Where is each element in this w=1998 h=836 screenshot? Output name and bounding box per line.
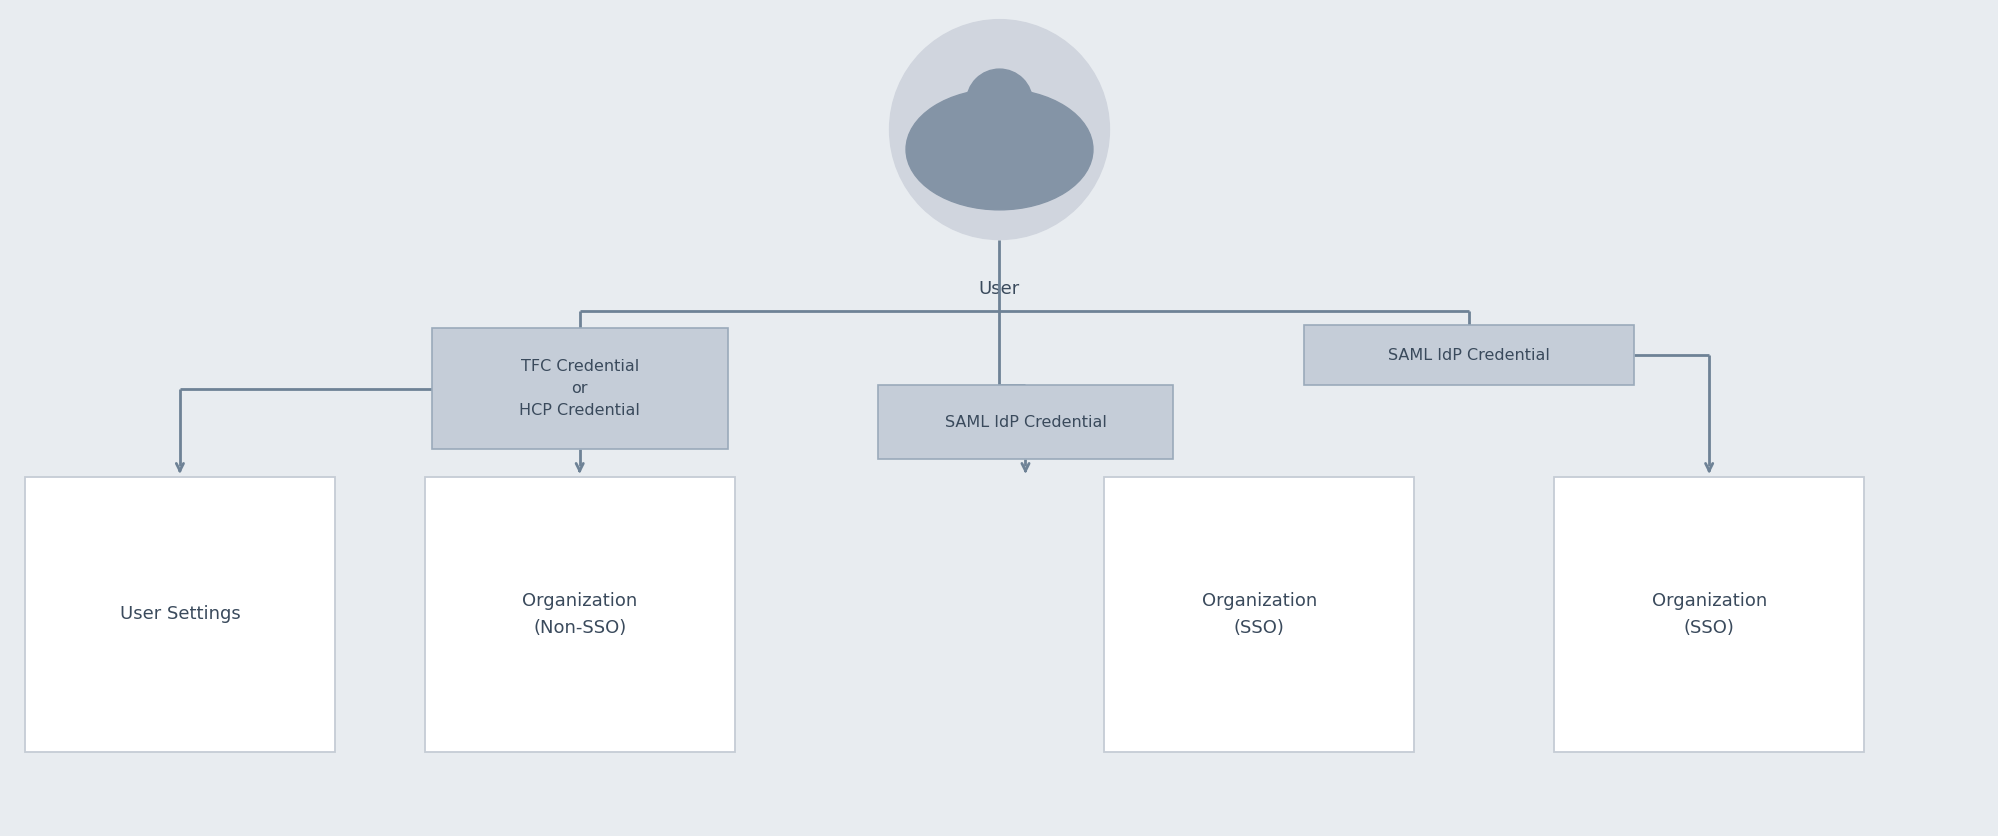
- Ellipse shape: [905, 89, 1093, 210]
- FancyBboxPatch shape: [24, 477, 334, 752]
- FancyBboxPatch shape: [432, 328, 727, 450]
- FancyBboxPatch shape: [1303, 325, 1634, 385]
- FancyBboxPatch shape: [1554, 477, 1862, 752]
- Text: SAML IdP Credential: SAML IdP Credential: [945, 415, 1105, 430]
- Ellipse shape: [889, 19, 1109, 240]
- FancyBboxPatch shape: [424, 477, 733, 752]
- Text: Organization
(SSO): Organization (SSO): [1201, 592, 1317, 637]
- FancyBboxPatch shape: [877, 385, 1173, 459]
- Ellipse shape: [965, 69, 1031, 135]
- Text: SAML IdP Credential: SAML IdP Credential: [1389, 348, 1548, 363]
- Text: Organization
(Non-SSO): Organization (Non-SSO): [521, 592, 637, 637]
- Text: Organization
(SSO): Organization (SSO): [1650, 592, 1766, 637]
- Text: User: User: [979, 280, 1019, 298]
- Text: User Settings: User Settings: [120, 605, 240, 624]
- FancyBboxPatch shape: [1103, 477, 1415, 752]
- Text: TFC Credential
or
HCP Credential: TFC Credential or HCP Credential: [519, 359, 639, 419]
